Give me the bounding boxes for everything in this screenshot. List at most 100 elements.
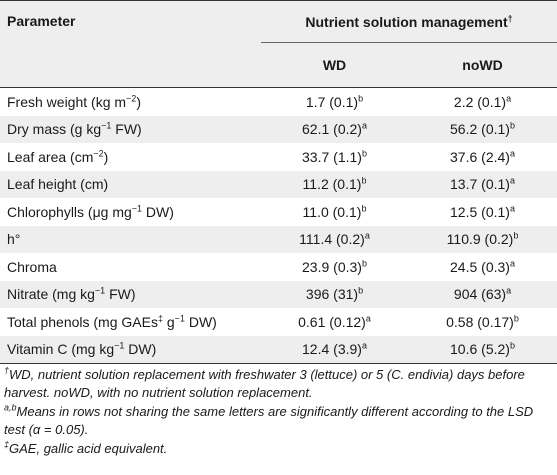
- cell-parameter: Dry mass (g kg−1 FW): [0, 115, 261, 143]
- cell-wd: 62.1 (0.2)a: [261, 115, 408, 143]
- table-row: Chlorophylls (μg mg−1 DW) 11.0 (0.1)b 12.5…: [0, 198, 557, 226]
- table-row: Leaf height (cm) 11.2 (0.1)b 13.7 (0.1)a: [0, 170, 557, 198]
- cell-parameter: Nitrate (mg kg−1 FW): [0, 280, 261, 308]
- header-wd: WD: [261, 43, 408, 88]
- cell-nowd: 56.2 (0.1)b: [408, 115, 557, 143]
- nowd-value: 0.58 (0.17): [446, 313, 514, 330]
- param-tail: DW): [142, 203, 174, 220]
- param-tail: g: [162, 313, 175, 330]
- footnotes: †WD, nutrient solution replacement with …: [4, 366, 554, 460]
- wd-value: 12.4 (3.9): [302, 341, 362, 358]
- param-tail: ): [103, 148, 109, 165]
- param-tail: FW): [105, 286, 136, 303]
- header-wd-label: WD: [322, 57, 347, 73]
- cell-nowd: 13.7 (0.1)a: [408, 170, 557, 198]
- cell-wd: 396 (31)b: [261, 280, 408, 308]
- nowd-value: 110.9 (0.2): [446, 231, 514, 248]
- cell-wd: 23.9 (0.3)b: [261, 253, 408, 281]
- nowd-letter: b: [509, 120, 515, 131]
- footnote-2-text: Means in rows not sharing the same lette…: [4, 404, 534, 437]
- cell-nowd: 904 (63)a: [408, 280, 557, 308]
- nowd-letter: a: [509, 148, 515, 159]
- wd-letter: a: [365, 313, 371, 324]
- wd-value: 1.7 (0.1): [305, 93, 359, 110]
- cell-parameter: Fresh weight (kg m−2): [0, 87, 261, 116]
- param-sup-2: −1: [174, 313, 185, 324]
- header-nowd-label: noWD: [462, 57, 503, 73]
- wd-value: 33.7 (1.1): [302, 148, 362, 165]
- wd-letter: b: [361, 203, 367, 214]
- table-row: h° 111.4 (0.2)a 110.9 (0.2)b: [0, 225, 557, 253]
- wd-value: 11.0 (0.1): [302, 203, 362, 220]
- table-row: Vitamin C (mg kg−1 DW) 12.4 (3.9)a 10.6 (5…: [0, 335, 557, 364]
- nowd-value: 24.5 (0.3): [450, 258, 510, 275]
- param-text: Nitrate (mg kg: [7, 286, 95, 303]
- results-table: Parameter Nutrient solution management† …: [0, 0, 557, 364]
- param-tail: DW): [124, 341, 157, 358]
- nowd-value: 12.5 (0.1): [450, 203, 510, 220]
- param-tail: FW): [111, 121, 142, 138]
- header-group: Nutrient solution management†: [261, 0, 557, 43]
- header-group-label: Nutrient solution management: [305, 13, 508, 30]
- param-text: Vitamin C (mg kg: [7, 341, 115, 358]
- param-tail: ): [136, 93, 141, 110]
- param-sup: −1: [101, 120, 112, 131]
- param-text: Leaf area (cm: [7, 148, 94, 165]
- footnote-1-text: WD, nutrient solution replacement with f…: [4, 367, 525, 400]
- param-text: Fresh weight (kg m: [7, 93, 127, 110]
- header-parameter-label: Parameter: [7, 13, 76, 29]
- wd-value: 396 (31): [305, 286, 359, 303]
- param-tail-2: DW): [184, 313, 217, 330]
- footnote-1-mark: †: [4, 365, 10, 376]
- cell-wd: 11.0 (0.1)b: [261, 198, 408, 226]
- wd-letter: a: [361, 340, 367, 351]
- cell-wd: 0.61 (0.12)a: [261, 308, 408, 336]
- nowd-value: 37.6 (2.4): [450, 148, 510, 165]
- nowd-value: 904 (63): [453, 286, 507, 303]
- wd-letter: b: [361, 258, 367, 269]
- table-row: Chroma 23.9 (0.3)b 24.5 (0.3)a: [0, 253, 557, 281]
- wd-letter: a: [364, 230, 370, 241]
- cell-parameter: Leaf area (cm−2): [0, 143, 261, 171]
- nowd-value: 10.6 (5.2): [450, 341, 510, 358]
- nowd-letter: b: [509, 340, 515, 351]
- cell-wd: 11.2 (0.1)b: [261, 170, 408, 198]
- param-text: Chroma: [7, 258, 57, 275]
- cell-nowd: 110.9 (0.2)b: [408, 225, 557, 253]
- cell-nowd: 0.58 (0.17)b: [408, 308, 557, 336]
- footnote-3-mark: ‡: [4, 439, 10, 450]
- table-row: Fresh weight (kg m−2) 1.7 (0.1)b 2.2 (0.1)…: [0, 87, 557, 116]
- footnote-2-mark: a,b: [4, 402, 17, 413]
- param-text: Leaf height (cm): [7, 176, 109, 193]
- nowd-letter: b: [513, 230, 519, 241]
- table-body: Fresh weight (kg m−2) 1.7 (0.1)b 2.2 (0.1)…: [0, 87, 557, 364]
- cell-parameter: h°: [0, 225, 261, 253]
- table-row: Leaf area (cm−2) 33.7 (1.1)b 37.6 (2.4)a: [0, 143, 557, 171]
- wd-letter: b: [358, 285, 364, 296]
- param-sup: −2: [126, 93, 137, 104]
- footnote-3: ‡GAE, gallic acid equivalent.: [4, 440, 554, 458]
- cell-parameter: Total phenols (mg GAEs‡ g−1 DW): [0, 308, 261, 336]
- cell-nowd: 12.5 (0.1)a: [408, 198, 557, 226]
- nowd-letter: a: [509, 258, 515, 269]
- wd-letter: b: [361, 148, 367, 159]
- table-row: Dry mass (g kg−1 FW) 62.1 (0.2)a 56.2 (0.1…: [0, 115, 557, 143]
- nowd-value: 13.7 (0.1): [450, 176, 510, 193]
- param-sup: −1: [114, 340, 125, 351]
- cell-wd: 12.4 (3.9)a: [261, 335, 408, 364]
- wd-letter: b: [361, 175, 367, 186]
- cell-wd: 111.4 (0.2)a: [261, 225, 408, 253]
- cell-nowd: 10.6 (5.2)b: [408, 335, 557, 364]
- footnote-3-text: GAE, gallic acid equivalent.: [9, 441, 168, 456]
- header-parameter: Parameter: [0, 1, 261, 88]
- nowd-letter: a: [509, 203, 515, 214]
- param-sup: ‡: [157, 313, 163, 324]
- cell-parameter: Vitamin C (mg kg−1 DW): [0, 335, 261, 364]
- footnote-2: a,bMeans in rows not sharing the same le…: [4, 403, 554, 438]
- wd-letter: a: [361, 120, 367, 131]
- wd-value: 23.9 (0.3): [302, 258, 362, 275]
- wd-value: 62.1 (0.2): [302, 121, 362, 138]
- param-sup: −2: [93, 148, 104, 159]
- cell-parameter: Leaf height (cm): [0, 170, 261, 198]
